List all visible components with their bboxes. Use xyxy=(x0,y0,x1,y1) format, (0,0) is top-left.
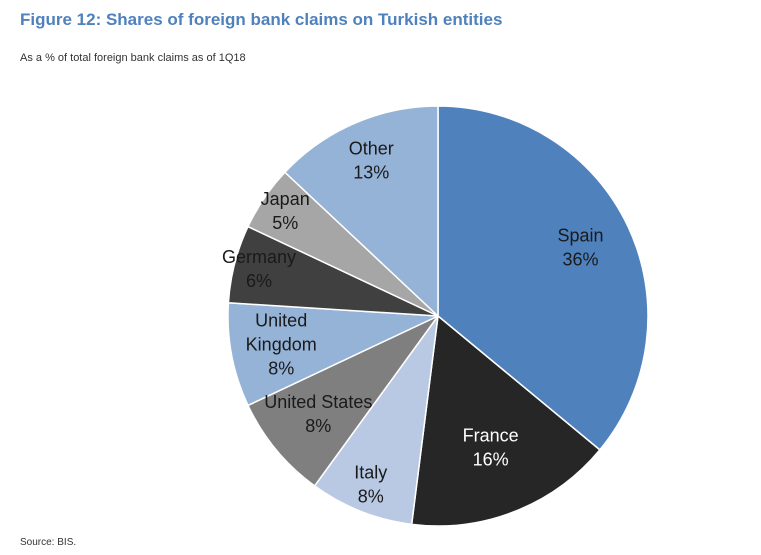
slice-label-japan: Japan xyxy=(261,189,310,209)
slice-label-united-kingdom: Kingdom xyxy=(246,335,317,355)
pie-slice-spain xyxy=(437,105,649,451)
slice-value-germany: 6% xyxy=(246,271,272,291)
slice-value-other: 13% xyxy=(353,163,389,183)
slice-label-other: Other xyxy=(349,139,394,159)
chart-subtitle: As a % of total foreign bank claims as o… xyxy=(20,52,246,64)
slice-label-united-states: United States xyxy=(264,392,372,412)
pie-slice-united-states xyxy=(246,315,439,487)
pie-slice-italy xyxy=(313,315,439,526)
slice-label-germany: Germany xyxy=(222,247,296,267)
slice-value-france: 16% xyxy=(473,450,509,470)
pie-labels: Spain 36% France 16% Italy 8% United States 8% U… xyxy=(222,139,604,507)
chart-title: Figure 12: Shares of foreign bank claims… xyxy=(20,10,503,29)
slice-value-japan: 5% xyxy=(272,213,298,233)
slice-value-italy: 8% xyxy=(358,487,384,507)
source-note: Source: BIS. xyxy=(20,537,77,548)
pie-slice-france xyxy=(410,314,601,527)
slice-value-united-states: 8% xyxy=(305,416,331,436)
slice-label-united-kingdom: United xyxy=(255,311,307,331)
pie-slice-united-kingdom xyxy=(227,302,439,407)
slice-value-united-kingdom: 8% xyxy=(268,359,294,379)
slice-label-spain: Spain xyxy=(557,226,603,246)
slice-label-italy: Italy xyxy=(354,463,387,483)
pie-slices xyxy=(227,105,649,527)
slice-value-spain: 36% xyxy=(562,250,598,270)
slice-label-france: France xyxy=(463,426,519,446)
pie-slice-other xyxy=(283,105,439,318)
